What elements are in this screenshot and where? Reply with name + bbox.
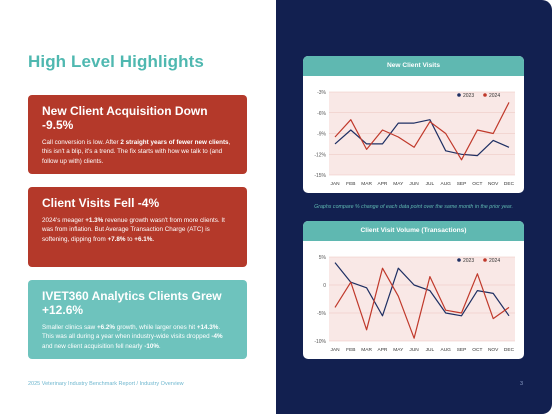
x-tick-label: AUG	[441, 347, 452, 353]
x-tick-label: MAY	[393, 347, 404, 353]
highlight-text: +6.1%.	[134, 235, 155, 243]
highlight-text: -4%	[211, 333, 223, 341]
series-line-2024	[334, 267, 510, 339]
x-tick-label: FEB	[346, 181, 355, 187]
highlight-text: +6.2%	[96, 324, 115, 331]
x-tick-label: JUN	[409, 347, 419, 353]
series-line-2023	[334, 119, 510, 157]
legend-marker-2023	[457, 258, 461, 262]
legend-marker-2023	[457, 93, 461, 97]
y-tick-label: 5%	[319, 255, 327, 261]
y-tick-label: -3%	[317, 90, 326, 96]
legend-marker-2024	[483, 258, 487, 262]
highlight-text: 2 straight years of fewer new clients	[120, 139, 229, 146]
card-analytics-clients: IVET360 Analytics Clients Grew +12.6% Sm…	[28, 280, 247, 359]
card-title: IVET360 Analytics Clients Grew +12.6%	[42, 289, 222, 317]
body-text: . This was all during a year when indust…	[42, 324, 221, 341]
y-tick-label: 0	[323, 283, 326, 289]
chart-panel-client-visit-volume: Client Visit Volume (Transactions) 5% 0 -5…	[303, 221, 524, 359]
body-text: .	[158, 342, 161, 350]
x-tick-label: NOV	[488, 181, 499, 187]
x-tick-label: DEC	[504, 181, 515, 187]
legend-label: 2023	[463, 258, 474, 264]
body-text: growth, while larger ones hit	[114, 324, 197, 331]
card-new-client-acquisition: New Client Acquisition Down -9.5% Call c…	[28, 95, 247, 174]
highlight-text: +7.8%	[107, 235, 126, 243]
y-tick-label: -12%	[314, 152, 326, 158]
legend-label: 2024	[489, 93, 500, 99]
x-tick-label: APR	[378, 347, 388, 353]
x-tick-label: AUG	[441, 181, 452, 187]
y-tick-label: -15%	[314, 173, 326, 179]
body-text: and new client acquisition fell nearly	[42, 342, 145, 350]
legend-label: 2023	[463, 93, 474, 99]
x-tick-label: MAR	[361, 347, 372, 353]
highlight-text: -10%	[144, 342, 159, 350]
card-body: Call conversion is low. After 2 straight…	[42, 138, 233, 166]
x-tick-label: JAN	[330, 181, 340, 187]
x-tick-label: SEP	[457, 181, 467, 187]
highlight-text: +1.3%	[85, 217, 104, 224]
body-text: Smaller clinics saw	[42, 324, 97, 331]
left-panel: High Level Highlights New Client Acquisi…	[28, 52, 247, 387]
card-body: 2024's meager +1.3% revenue growth wasn'…	[42, 216, 233, 244]
line-chart-client-visit-volume: 5% 0 -5% -10% JAN FEB MAR APR MAY JUN JUL AUG SEP OCT…	[314, 255, 515, 353]
page-number: 3	[520, 381, 524, 387]
card-client-visits: Client Visits Fell -4% 2024's meager +1.…	[28, 187, 247, 267]
series-line-2024	[334, 102, 510, 161]
x-tick-label: JUN	[409, 181, 419, 187]
body-text: , this isn't a blip, it's a trend. The f…	[42, 139, 231, 165]
x-tick-label: MAR	[361, 181, 372, 187]
highlight-text: +14.3%	[196, 324, 219, 331]
x-tick-label: JAN	[330, 347, 340, 353]
x-tick-label: FEB	[346, 347, 355, 353]
y-tick-label: -9%	[317, 132, 326, 138]
plot-area	[329, 257, 515, 341]
series-line-2023	[334, 262, 510, 317]
x-tick-label: DEC	[504, 347, 515, 353]
legend-marker-2024	[483, 93, 487, 97]
body-text: Call conversion is low. After	[42, 139, 121, 146]
x-tick-label: OCT	[472, 181, 482, 187]
body-text: 2024's meager	[42, 217, 86, 224]
body-text: to	[125, 235, 135, 243]
legend-label: 2024	[489, 258, 500, 264]
card-title: Client Visits Fell -4%	[42, 196, 160, 210]
x-tick-label: SEP	[457, 347, 467, 353]
x-tick-label: MAY	[393, 181, 404, 187]
x-tick-label: JUL	[426, 347, 435, 353]
card-body: Smaller clinics saw +6.2% growth, while …	[42, 323, 233, 351]
x-tick-label: OCT	[472, 347, 482, 353]
chart-title: Client Visit Volume (Transactions)	[303, 221, 524, 241]
y-tick-label: -5%	[317, 311, 326, 317]
footer-text: 2025 Veterinary Industry Benchmark Repor…	[28, 381, 184, 387]
body-text: revenue growth wasn't from more clients.…	[42, 217, 225, 243]
chart-note: Graphs compare % change of each data poi…	[314, 204, 513, 210]
x-tick-label: APR	[378, 181, 388, 187]
card-title: New Client Acquisition Down -9.5%	[42, 104, 208, 132]
y-tick-label: -6%	[317, 111, 326, 117]
page-title: High Level Highlights	[28, 52, 204, 71]
chart-panel-new-client-visits: New Client Visits -3% -6% -9% -12% -15% JAN FE…	[303, 56, 524, 193]
x-tick-label: NOV	[488, 347, 499, 353]
x-tick-label: JUL	[426, 181, 435, 187]
chart-title: New Client Visits	[303, 56, 524, 76]
y-tick-label: -10%	[314, 339, 326, 345]
line-chart-new-client-visits: -3% -6% -9% -12% -15% JAN FEB MAR APR MAY JUN JUL AU…	[314, 90, 515, 187]
